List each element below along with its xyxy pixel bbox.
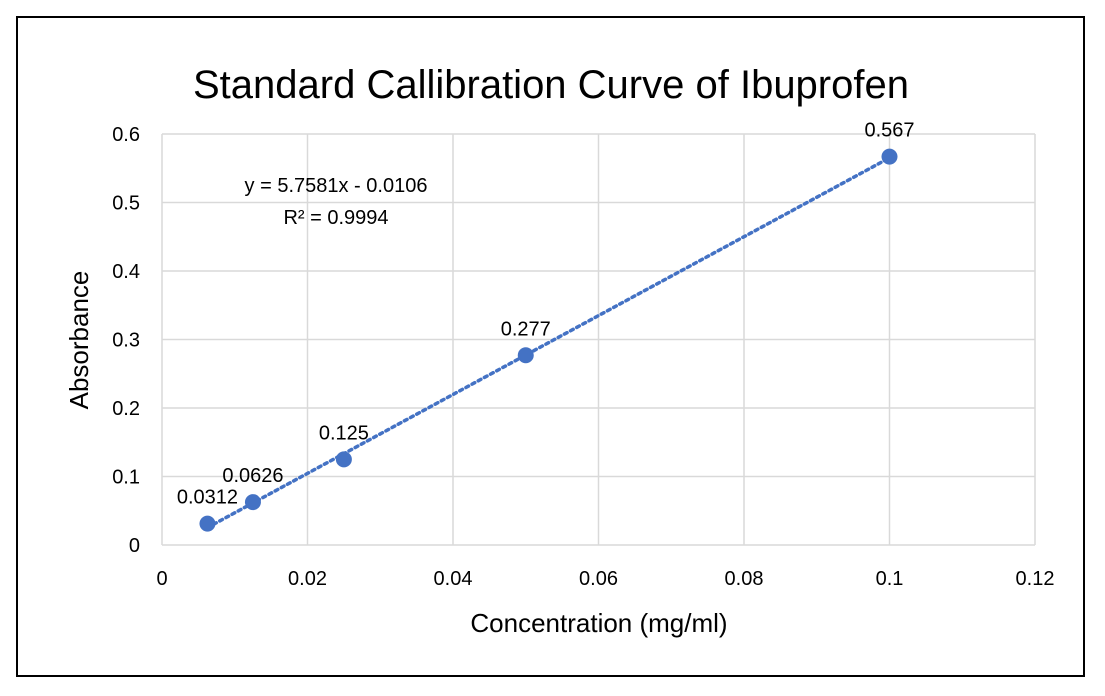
- grid-lines: [161, 133, 1036, 546]
- trendline-r-squared: R² = 0.9994: [283, 207, 388, 229]
- chart-title: Standard Callibration Curve of Ibuprofen: [193, 63, 909, 107]
- y-tick-label: 0.5: [112, 193, 140, 215]
- trendline-layer: [205, 156, 892, 530]
- data-points: [199, 148, 898, 532]
- data-point: [199, 515, 216, 532]
- x-tick-label: 0.08: [725, 568, 764, 590]
- x-tick-label: 0.12: [1016, 568, 1055, 590]
- data-point: [517, 347, 534, 364]
- y-tick-label: 0.3: [112, 330, 140, 352]
- trendline: [205, 156, 892, 530]
- tick-labels: 0 0.02 0.04 0.06 0.08 0.1 0.12 0 0.1 0.2 0.3 0.4 0.5…: [112, 124, 1054, 590]
- chart-frame: Standard Callibration Curve of Ibuprofen…: [16, 16, 1085, 677]
- data-label: 0.277: [501, 318, 551, 340]
- data-label: 0.0312: [177, 487, 238, 509]
- x-tick-label: 0.04: [434, 568, 473, 590]
- data-label: 0.567: [864, 120, 914, 142]
- y-tick-label: 0: [129, 535, 140, 557]
- chart-svg: Standard Callibration Curve of Ibuprofen…: [64, 63, 1054, 638]
- x-tick-label: 0.06: [579, 568, 618, 590]
- x-tick-label: 0.1: [876, 568, 904, 590]
- y-tick-label: 0.4: [112, 261, 140, 283]
- y-tick-label: 0.1: [112, 467, 140, 489]
- trendline-equation: y = 5.7581x - 0.0106: [245, 175, 428, 197]
- data-point: [244, 494, 261, 511]
- data-label: 0.0626: [222, 465, 283, 487]
- y-axis-title: Absorbance: [64, 271, 94, 410]
- x-tick-label: 0.02: [288, 568, 327, 590]
- data-label: 0.125: [319, 422, 369, 444]
- y-tick-label: 0.2: [112, 398, 140, 420]
- y-tick-label: 0.6: [112, 124, 140, 146]
- x-axis-title: Concentration (mg/ml): [470, 608, 727, 638]
- data-point: [335, 451, 352, 468]
- data-point: [881, 148, 898, 165]
- x-tick-label: 0: [156, 568, 167, 590]
